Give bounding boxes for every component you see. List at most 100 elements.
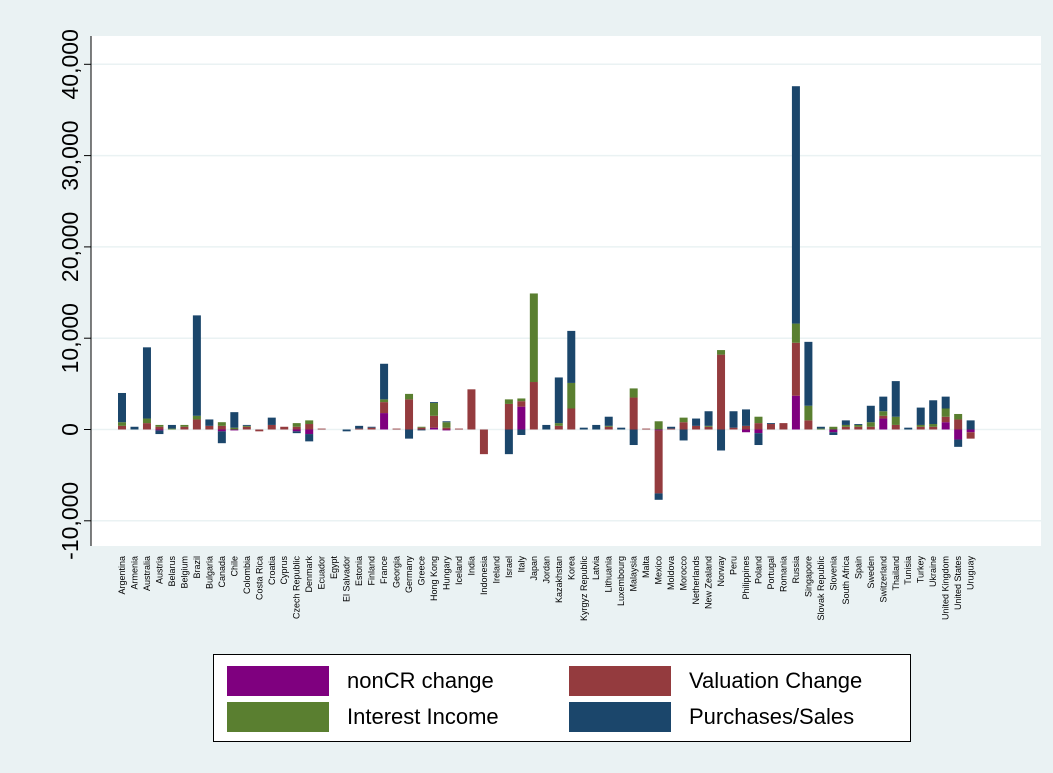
x-tick-label: France	[379, 556, 389, 584]
bar-segment	[766, 424, 775, 430]
x-tick-label: Sweden	[866, 556, 876, 589]
bar-segment	[355, 425, 364, 429]
bar-segment	[941, 416, 950, 423]
bar-segment	[167, 424, 176, 429]
chart-canvas: -10,000 0 10,000 20,000 30,000 40,000 Argenti…	[57, 29, 1041, 622]
bar-segment	[929, 426, 938, 430]
bar-segment	[829, 426, 838, 430]
bar-segment	[380, 402, 389, 414]
x-tick-label: Armenia	[129, 556, 139, 590]
bar-segment	[854, 424, 863, 427]
bar-segment	[954, 419, 963, 430]
x-tick-label: Peru	[729, 556, 739, 575]
bar-segment	[517, 429, 526, 435]
bar-segment	[205, 425, 214, 430]
x-tick-label: Latvia	[591, 556, 601, 580]
bar-segment	[579, 427, 588, 430]
bar-segment	[118, 425, 126, 430]
bar-segment	[692, 418, 701, 426]
bar-segment	[567, 408, 576, 430]
bar-segment	[754, 416, 763, 424]
bar-segment	[554, 425, 563, 430]
bar-segment	[717, 429, 726, 451]
bar-segment	[118, 392, 126, 423]
bar-segment	[916, 407, 925, 425]
x-tick-label: Canada	[217, 556, 227, 588]
bar-segment	[230, 429, 239, 431]
bar-segment	[966, 432, 975, 439]
bar-segment	[717, 354, 726, 430]
bar-segment	[766, 423, 775, 425]
x-tick-label: Estonia	[354, 556, 364, 586]
bar-segment	[305, 424, 314, 430]
bar-segment	[879, 396, 888, 412]
x-tick-label: Indonesia	[479, 556, 489, 595]
bar-segment	[504, 403, 513, 430]
x-tick-label: Chile	[229, 556, 239, 577]
bar-segment	[142, 347, 151, 419]
x-tick-label: Norway	[716, 556, 726, 587]
bar-segment	[816, 426, 825, 429]
bar-segment	[430, 403, 438, 416]
x-tick-label: United States	[953, 556, 963, 611]
bar-segment	[529, 293, 538, 383]
legend-label: Valuation Change	[689, 668, 863, 693]
x-tick-label: Belarus	[167, 556, 177, 587]
bar-segment	[242, 424, 251, 426]
y-tick-label: 0	[57, 423, 83, 436]
x-tick-label: Hungary	[441, 556, 451, 591]
x-tick-label: Croatia	[267, 556, 277, 585]
bar-segment	[242, 425, 251, 427]
bar-segment	[417, 427, 426, 430]
bar-segment	[866, 426, 875, 430]
bar-segment	[367, 427, 376, 430]
x-tick-label: Austria	[154, 556, 164, 584]
x-tick-label: Israel	[504, 556, 514, 578]
bar-segment	[791, 323, 800, 343]
bar-segment	[679, 422, 688, 430]
bar-segment	[292, 429, 301, 432]
bar-segment	[417, 429, 426, 431]
x-tick-label: Kazakhstan	[554, 556, 564, 603]
x-tick-label: Malaysia	[629, 556, 639, 592]
y-axis: -10,000 0 10,000 20,000 30,000 40,000	[57, 29, 92, 560]
bar-segment	[879, 411, 888, 416]
bar-segment	[954, 413, 963, 420]
bar-segment	[192, 315, 201, 416]
bar-segment	[604, 416, 613, 426]
bar-segment	[217, 425, 226, 430]
bar-segment	[155, 426, 164, 430]
bar-segment	[155, 429, 164, 431]
bar-segment	[380, 413, 389, 430]
bar-segment	[804, 341, 813, 406]
bar-segment	[192, 419, 201, 430]
legend-item-noncr: nonCR change	[227, 666, 494, 696]
bar-segment	[754, 423, 763, 430]
x-tick-label: Ireland	[491, 556, 501, 584]
bar-segment	[879, 415, 888, 419]
bar-segment	[367, 426, 376, 428]
x-tick-label: Kyrgyz Republic	[579, 556, 589, 622]
bar-segment	[629, 388, 638, 398]
bar-segment	[966, 420, 975, 430]
x-tick-label: Singapore	[803, 556, 813, 597]
bar-segment	[180, 426, 189, 430]
bar-segment	[442, 422, 451, 428]
bar-segment	[217, 429, 226, 432]
bar-segment	[504, 429, 513, 455]
bar-segment	[941, 422, 950, 430]
bar-segment	[342, 429, 351, 432]
x-tick-label: Germany	[404, 556, 414, 594]
bar-segment	[118, 422, 126, 426]
legend-item-valuation: Valuation Change	[569, 666, 862, 696]
bar-segment	[442, 427, 451, 430]
bar-segment	[517, 406, 526, 430]
bar-segment	[954, 439, 963, 447]
x-tick-label: Turkey	[916, 556, 926, 584]
x-tick-label: Malta	[641, 556, 651, 578]
bar-segment	[642, 428, 651, 430]
x-tick-label: Ukraine	[928, 556, 938, 587]
bar-segment	[729, 411, 738, 428]
bar-segment	[791, 342, 800, 396]
bar-segment	[742, 425, 750, 430]
